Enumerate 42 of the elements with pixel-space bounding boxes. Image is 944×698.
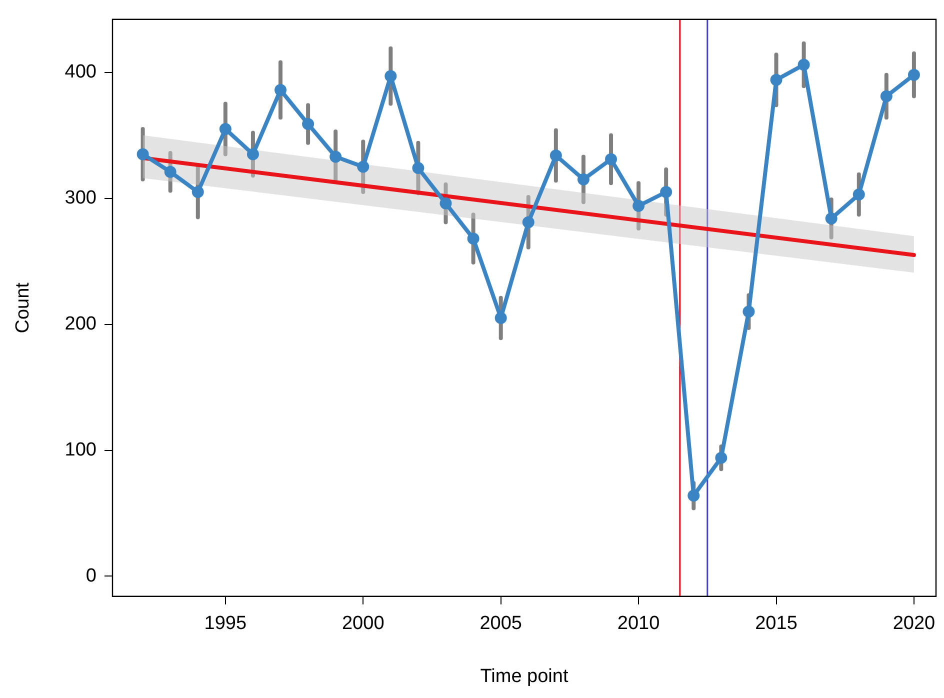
point [384, 70, 397, 82]
point [770, 74, 782, 86]
point [136, 148, 149, 160]
point [798, 58, 810, 71]
point [715, 452, 728, 464]
point [357, 160, 370, 173]
x-tick-label: 1995 [204, 613, 247, 634]
point [742, 306, 755, 318]
x-tick-label: 2010 [617, 613, 660, 634]
point [440, 197, 452, 210]
y-tick-label: 200 [64, 314, 96, 335]
point [192, 186, 204, 198]
point [577, 173, 590, 186]
point [164, 166, 176, 178]
x-tick-label: 2020 [892, 613, 936, 634]
point [330, 150, 342, 163]
y-axis-title: Count [12, 282, 34, 334]
point [246, 148, 259, 160]
point [550, 149, 562, 162]
point [412, 162, 424, 174]
point [467, 232, 480, 245]
point [908, 68, 920, 81]
point [660, 186, 672, 198]
x-tick-label: 2005 [480, 613, 522, 634]
point [522, 216, 534, 228]
point [494, 312, 507, 324]
x-tick-label: 2000 [342, 613, 384, 634]
y-tick-label: 100 [64, 439, 96, 460]
y-tick-label: 300 [64, 188, 96, 209]
y-tick-label: 400 [64, 62, 96, 83]
point [302, 118, 314, 130]
point [274, 84, 287, 96]
x-tick-label: 2015 [755, 613, 798, 634]
point [688, 490, 700, 502]
point [880, 90, 892, 102]
point [219, 123, 232, 136]
y-tick-label: 0 [86, 565, 96, 586]
x-axis-title: Time point [480, 666, 569, 687]
point [852, 188, 865, 201]
point [632, 200, 645, 212]
point [605, 153, 618, 166]
point [825, 212, 838, 224]
